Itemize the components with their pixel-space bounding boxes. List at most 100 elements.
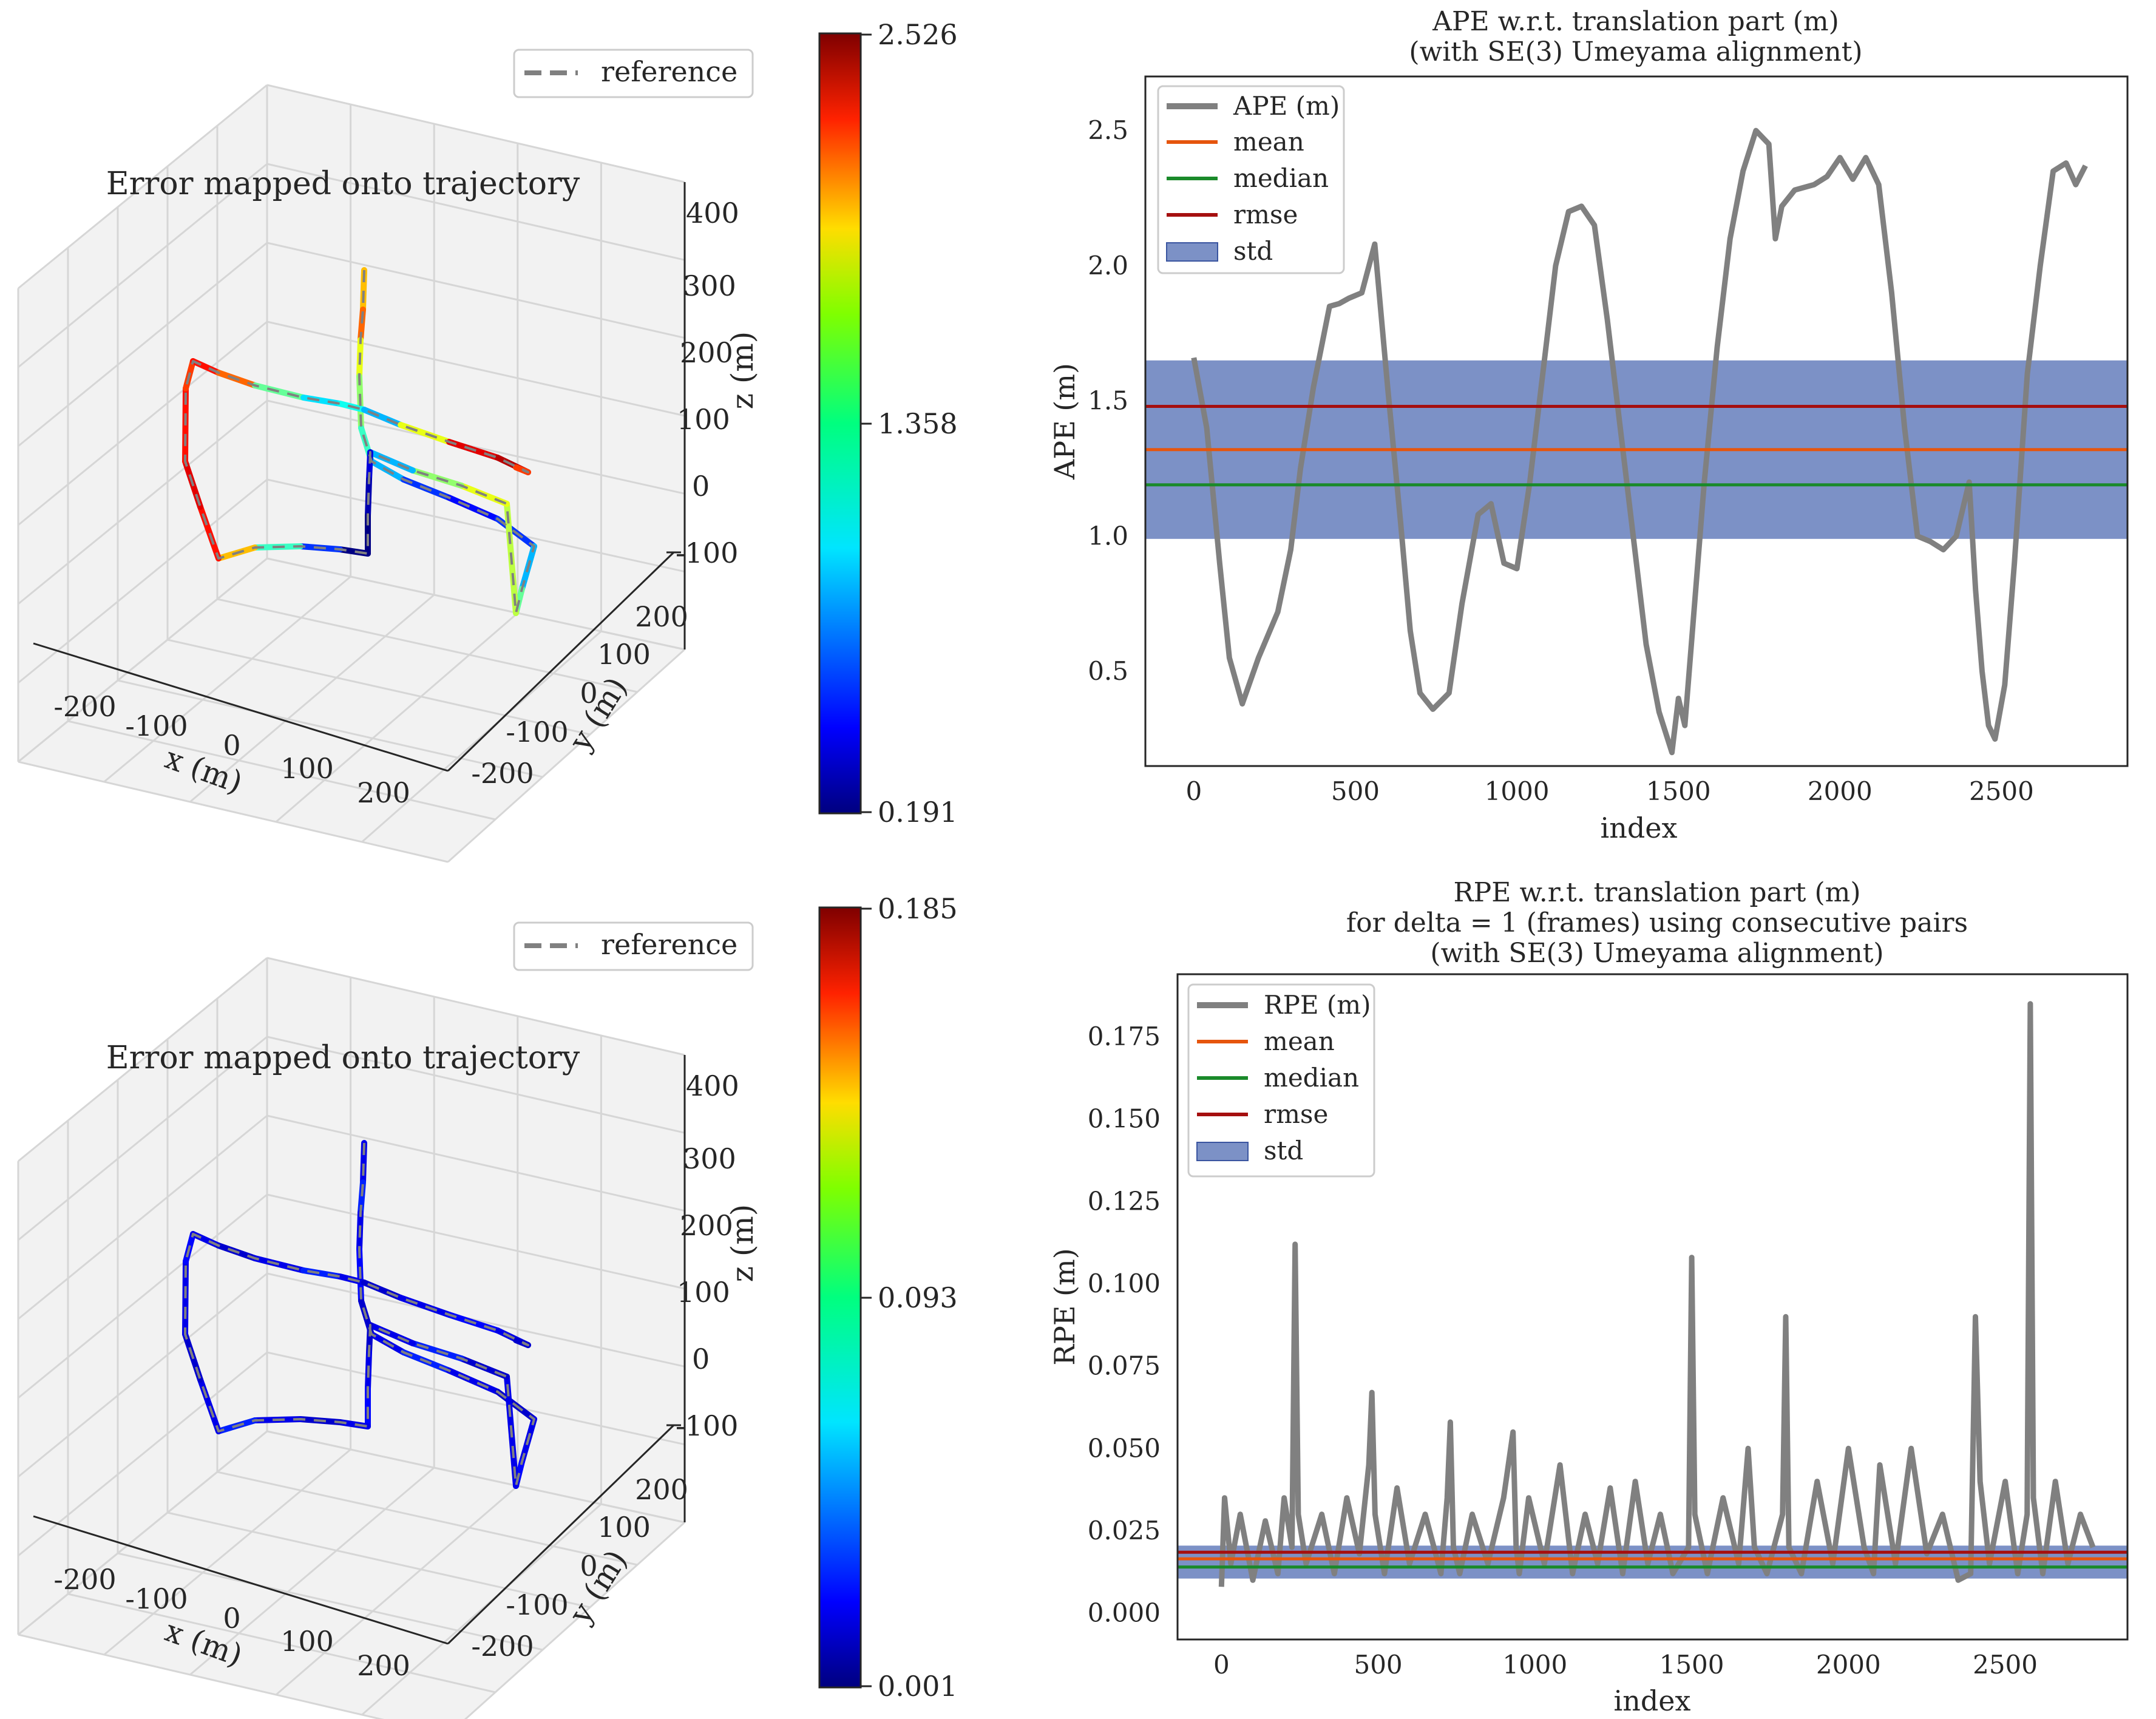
x-tick-label: 0: [1185, 776, 1202, 806]
plot-area: [1145, 127, 2127, 756]
axis-pane: [267, 958, 685, 1522]
y-tick-label: 1.0: [1088, 521, 1128, 551]
z-axis-label: z (m): [725, 1204, 760, 1283]
y-tick-label: 0.125: [1088, 1186, 1161, 1216]
trajectory-segment: [446, 495, 501, 522]
y-tick-label: 0: [580, 677, 597, 710]
grid-line: [266, 1430, 685, 1524]
grid-line: [189, 594, 435, 803]
y-tick-label: 200: [635, 1473, 688, 1506]
z-tick-label: -100: [676, 1409, 738, 1442]
legend-swatch-std: [1166, 242, 1218, 262]
legend-label-rmse: rmse: [1264, 1099, 1328, 1129]
y-tick-label: 100: [597, 1511, 651, 1544]
x-axis-ticks: -200 -100 0 100 200: [53, 1563, 410, 1682]
y-tick-label: -100: [506, 716, 568, 748]
z-tick-label: 200: [680, 336, 733, 369]
grid-line: [18, 957, 268, 1162]
y-tick-label: 0.075: [1088, 1351, 1161, 1381]
plot-frame: [1176, 973, 2129, 1641]
ape-plot-subtitle: (with SE(3) Umeyama alignment): [1409, 36, 1862, 67]
plot-frame: [1144, 75, 2129, 767]
ape-plot-title: APE w.r.t. translation part (m): [1432, 6, 1839, 37]
z-tick-label: 300: [683, 270, 736, 302]
y-axis-ticks: -200 -100 0 100 200: [471, 600, 688, 790]
z-tick-label: 100: [677, 403, 730, 436]
axis-ticks: 0 500 1000 1500 2000 2500 0.000 0.025 0.050 0.075…: [1088, 1022, 2038, 1680]
grid-line: [67, 720, 496, 821]
rpe-trajectory-panel: Error mapped onto trajectory reference -…: [17, 921, 760, 1719]
y-tick-label: 2.5: [1088, 115, 1128, 145]
y-axis-label: RPE (m): [1048, 1248, 1081, 1365]
axis-edge: [447, 1424, 675, 1645]
trajectory-segment: [446, 1368, 501, 1395]
colorbar-min-label: 0.001: [878, 1670, 958, 1703]
axis-edge: [447, 551, 675, 772]
ape-series-line: [1191, 127, 2088, 756]
x-tick-label: 200: [357, 776, 410, 809]
x-tick-label: -200: [53, 1563, 116, 1596]
x-tick-label: 2500: [1969, 776, 2034, 806]
grid-line: [18, 1193, 268, 1399]
y-tick-label: -200: [471, 1630, 534, 1663]
colorbar-max-label: 0.185: [878, 892, 958, 925]
y-tick-label: 1.5: [1088, 386, 1128, 416]
x-axis-label: index: [1614, 1684, 1691, 1717]
grid-line: [67, 1593, 496, 1694]
axis-pane: [267, 85, 685, 649]
x-tick-label: -100: [125, 1582, 188, 1615]
grid-line: [266, 957, 685, 1056]
z-tick-label: 300: [683, 1142, 736, 1175]
legend: RPE (m) mean median rmse std: [1187, 983, 1375, 1178]
x-tick-label: 2000: [1808, 776, 1873, 806]
y-tick-label: 0.000: [1088, 1598, 1161, 1628]
x-tick-label: 2500: [1973, 1650, 2038, 1680]
colorbar-min-label: 0.191: [878, 796, 958, 829]
y-tick-label: 0.100: [1088, 1269, 1161, 1298]
z-axis-ticks: -100 0 100 200 300 400: [666, 1070, 739, 1442]
grid-line: [266, 1351, 685, 1446]
grid-line: [117, 1552, 543, 1651]
legend: APE (m) mean median rmse std: [1157, 85, 1345, 274]
colorbar-gradient: [818, 906, 862, 1689]
x-tick-label: 0: [223, 1602, 240, 1635]
grid-line: [266, 399, 685, 495]
legend-label-reference: reference: [601, 928, 737, 961]
legend-label-mean: mean: [1233, 127, 1304, 157]
grid-line: [275, 612, 518, 823]
grid-line: [18, 1430, 268, 1636]
z-axis-ticks: -100 0 100 200 300 400: [666, 197, 739, 569]
trajectory-path: [182, 267, 537, 616]
x-tick-label: 500: [1331, 776, 1380, 806]
legend-label-std: std: [1264, 1136, 1303, 1165]
grid-line: [189, 1466, 435, 1676]
ape-trajectory-panel: Error mapped onto trajectory reference -…: [17, 49, 760, 863]
z-tick-label: 400: [686, 1070, 739, 1102]
legend-label-reference: reference: [601, 55, 737, 88]
x-tick-label: 0: [223, 729, 240, 762]
z-tick-label: 200: [680, 1209, 733, 1242]
axes3d-grid: [17, 84, 686, 863]
x-tick-label: 2000: [1816, 1650, 1881, 1680]
colorbar-max-label: 2.526: [878, 18, 958, 51]
legend-label-mean: mean: [1264, 1026, 1335, 1056]
legend-label-std: std: [1233, 236, 1273, 266]
grid-line: [266, 242, 685, 339]
grid-line: [361, 1503, 602, 1716]
y-tick-label: 100: [597, 638, 651, 671]
x-tick-label: 1500: [1659, 1650, 1724, 1680]
y-axis-label: APE (m): [1048, 363, 1081, 480]
axis-edge: [33, 642, 449, 772]
z-tick-label: -100: [676, 537, 738, 569]
rpe-plot-title: RPE w.r.t. translation part (m): [1454, 877, 1861, 908]
x-tick-label: 500: [1354, 1650, 1402, 1680]
x-axis-label: index: [1601, 812, 1678, 844]
rpe-plot-panel: RPE w.r.t. translation part (m) for delt…: [1048, 877, 2129, 1717]
legend-label-rmse: rmse: [1233, 200, 1298, 229]
grid-line: [266, 1193, 685, 1290]
rpe-plot-subtitle-2: (with SE(3) Umeyama alignment): [1430, 938, 1883, 969]
x-tick-label: -200: [53, 690, 116, 723]
grid-line: [18, 1114, 268, 1320]
z-tick-label: 0: [692, 470, 710, 503]
grid-line: [266, 1272, 685, 1368]
